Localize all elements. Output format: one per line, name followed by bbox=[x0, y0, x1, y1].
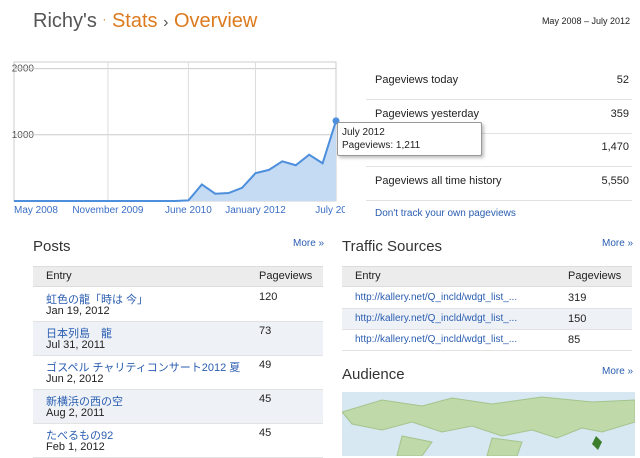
track-link[interactable]: Don't track your own pageviews bbox=[375, 208, 516, 219]
area bbox=[14, 120, 336, 201]
summary-label: Pageviews today bbox=[375, 74, 459, 86]
summary-row bbox=[366, 100, 632, 134]
post-date: Aug 2, 2011 bbox=[46, 407, 105, 419]
traffic-row bbox=[342, 330, 632, 351]
posts-more[interactable]: More » bbox=[293, 238, 325, 249]
post-pageviews: 73 bbox=[259, 325, 272, 337]
post-row bbox=[33, 322, 323, 356]
posts-title: Posts bbox=[33, 238, 71, 255]
post-date: Feb 1, 2012 bbox=[46, 441, 105, 453]
traffic-source[interactable]: http://kallery.net/Q_incld/wdgt_list_... bbox=[355, 313, 518, 324]
summary-value: 52 bbox=[616, 74, 629, 86]
post-title[interactable]: 虹色の龍「時は 今」 bbox=[46, 294, 149, 306]
traffic-pageviews: 150 bbox=[568, 313, 587, 325]
world-map bbox=[342, 392, 635, 456]
traffic-pageviews: 319 bbox=[568, 292, 587, 304]
audience-more[interactable]: More » bbox=[602, 366, 634, 377]
x-tick-label: July 2012 bbox=[315, 205, 345, 216]
summary-row bbox=[366, 133, 632, 167]
traffic-pageviews: 85 bbox=[568, 334, 581, 346]
traffic-source[interactable]: http://kallery.net/Q_incld/wdgt_list_... bbox=[355, 292, 518, 303]
post-title[interactable]: たべるもの92 bbox=[46, 430, 114, 442]
post-title[interactable]: 日本列島 龍 bbox=[46, 328, 112, 340]
post-pageviews: 45 bbox=[259, 427, 272, 439]
traffic-title: Traffic Sources bbox=[342, 238, 443, 255]
y-tick-label: 2000 bbox=[12, 64, 35, 75]
tooltip-title: July 2012 bbox=[342, 127, 385, 138]
site-name[interactable]: Richy's bbox=[33, 10, 97, 32]
audience-title: Audience bbox=[342, 366, 405, 383]
traffic-row bbox=[342, 288, 632, 309]
traffic-header bbox=[342, 266, 632, 287]
summary-value: 1,470 bbox=[601, 141, 629, 153]
tooltip: July 2012 Pageviews: 1,211 bbox=[337, 122, 482, 156]
post-pageviews: 49 bbox=[259, 359, 272, 371]
tooltip-label: Pageviews: 1,211 bbox=[342, 140, 421, 151]
column-header: Pageviews bbox=[259, 270, 313, 282]
x-tick-label: November 2009 bbox=[72, 205, 144, 216]
post-row bbox=[33, 390, 323, 424]
line bbox=[14, 120, 337, 202]
date-range[interactable]: May 2008 – July 2012 bbox=[541, 16, 630, 26]
x-tick-label: May 2008 bbox=[14, 205, 58, 216]
summary-value: 5,550 bbox=[601, 175, 629, 187]
x-tick-label: June 2010 bbox=[165, 205, 212, 216]
separator: · bbox=[102, 12, 107, 26]
column-header: Entry bbox=[46, 270, 72, 282]
post-row bbox=[33, 288, 323, 322]
summary-row bbox=[366, 66, 632, 100]
post-title[interactable]: ゴスペル チャリティコンサート2012 夏 bbox=[46, 362, 241, 374]
column-header: Entry bbox=[355, 270, 381, 282]
traffic-row bbox=[342, 309, 632, 330]
summary-label: Pageviews all time history bbox=[375, 175, 502, 187]
arrow: › bbox=[163, 14, 169, 31]
post-date: Jan 19, 2012 bbox=[46, 305, 110, 317]
traffic-source[interactable]: http://kallery.net/Q_incld/wdgt_list_... bbox=[355, 334, 518, 345]
post-pageviews: 45 bbox=[259, 393, 272, 405]
breadcrumb: Richy's · Stats › Overview bbox=[33, 10, 257, 33]
summary-label: Pageviews yesterday bbox=[375, 108, 479, 120]
traffic-more[interactable]: More » bbox=[602, 238, 634, 249]
post-title[interactable]: 新横浜の西の空 bbox=[46, 396, 123, 408]
post-pageviews: 120 bbox=[259, 291, 278, 303]
posts-header bbox=[33, 266, 323, 287]
page-title: Overview bbox=[173, 10, 258, 32]
post-date: Jul 31, 2011 bbox=[46, 339, 106, 351]
summary-row bbox=[366, 167, 632, 201]
column-header: Pageviews bbox=[568, 270, 622, 282]
post-date: Jun 2, 2012 bbox=[46, 373, 104, 385]
post-row bbox=[33, 356, 323, 390]
x-tick-label: January 2012 bbox=[225, 205, 286, 216]
stats-link[interactable]: Stats bbox=[111, 10, 158, 32]
summary-value: 359 bbox=[610, 108, 629, 120]
